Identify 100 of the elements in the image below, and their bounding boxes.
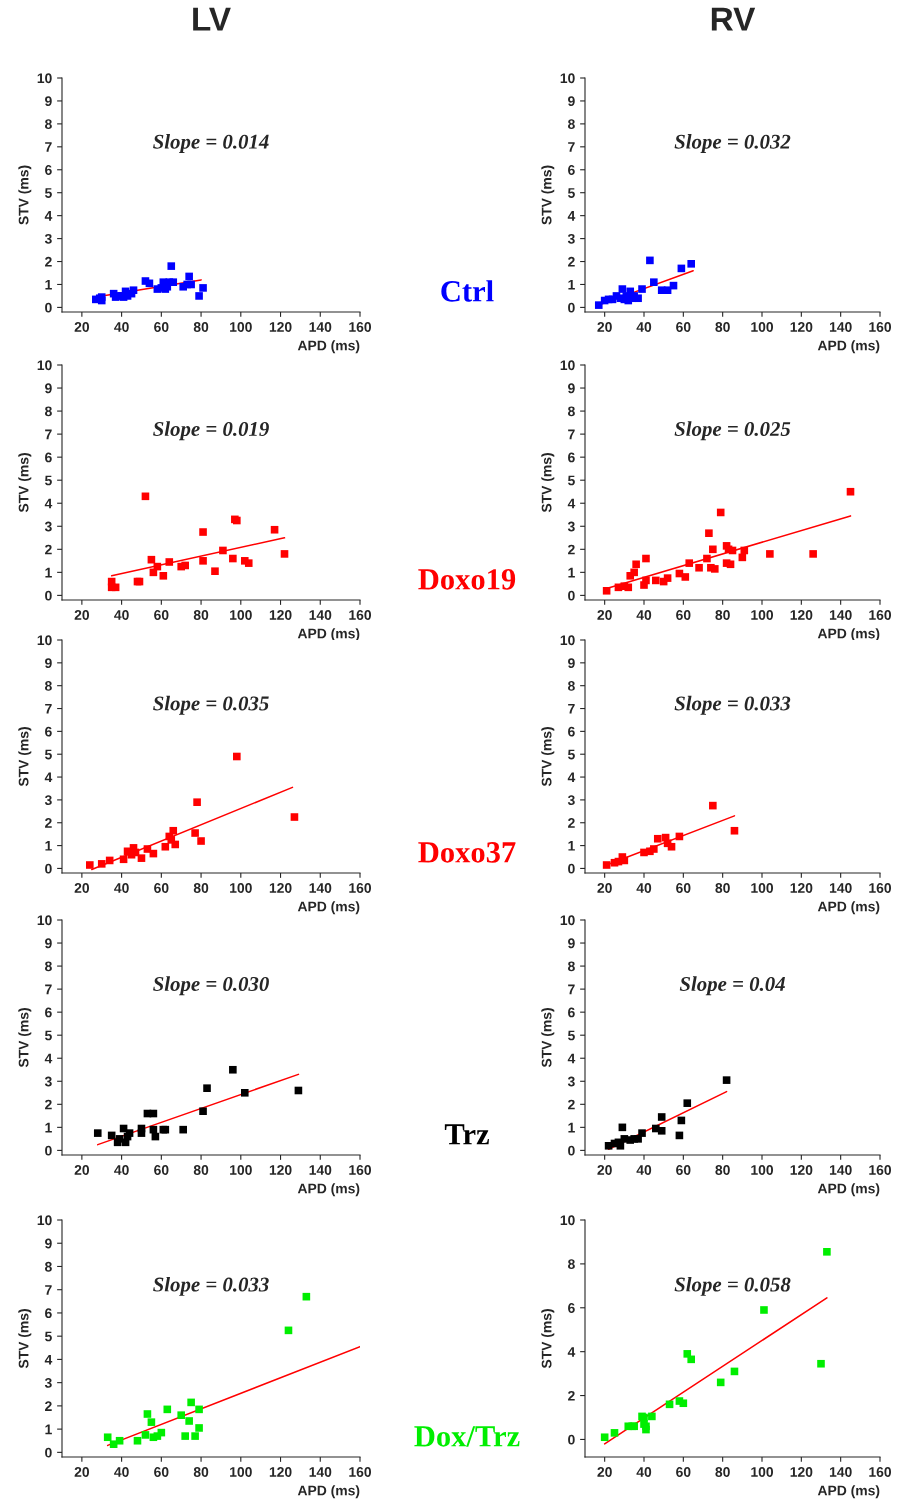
x-tick-label: 60 [676,322,691,332]
y-axis-title: STV (ms) [541,1309,555,1369]
x-tick-label: 40 [114,1165,129,1175]
y-tick-label: 6 [568,452,575,463]
x-tick-label: 140 [309,883,332,893]
y-tick-label: 6 [45,452,52,463]
y-tick-label: 5 [567,188,575,198]
x-tick-label: 40 [114,883,129,893]
y-tick-label: 9 [568,383,575,394]
y-tick-label: 10 [560,360,575,371]
x-tick-label: 160 [869,322,892,332]
x-tick-label: 40 [114,322,129,332]
y-axis-title: STV (ms) [541,1008,555,1068]
y-tick-label: 3 [44,233,52,244]
text: Dox/Trz [414,1426,520,1447]
y-tick-label: 6 [568,1007,575,1018]
y-tick-label: 1 [568,841,575,851]
x-tick-label: 80 [193,322,209,332]
y-tick-label: 0 [45,590,52,601]
x-tick-label: 40 [636,610,652,620]
x-tick-label: 160 [349,1467,372,1477]
y-tick-label: 7 [45,1285,52,1295]
y-tick-label: 4 [567,1347,576,1357]
y-axis-title: STV (ms) [18,165,32,225]
text: Ctrl [441,280,494,302]
y-tick-label: 1 [568,279,575,290]
y-tick-label: 4 [44,1354,53,1365]
x-tick-label: 20 [597,610,612,620]
y-tick-label: 6 [568,726,575,737]
y-axis-title: STV (ms) [18,1008,32,1068]
x-tick-label: 80 [193,610,209,620]
x-axis-title: APD (ms) [817,1485,880,1499]
y-tick-label: 2 [568,544,575,555]
annotation: Slope = 0.019 [153,421,269,441]
x-tick-label: 140 [309,1467,332,1477]
y-tick-label: 5 [44,1030,52,1041]
text: Doxo37 [418,842,516,863]
y-tick-label: 5 [44,475,52,486]
y-tick-label: 6 [45,1007,52,1018]
y-tick-label: 10 [560,915,575,926]
y-axis-title: STV (ms) [541,165,555,225]
y-tick-label: 3 [44,1377,52,1388]
y-tick-label: 10 [560,73,575,84]
y-tick-label: 0 [45,302,52,313]
y-tick-label: 9 [45,658,52,669]
y-tick-label: 9 [45,383,52,394]
x-tick-label: 60 [154,610,169,620]
x-tick-label: 120 [790,610,813,620]
x-tick-label: 40 [114,610,129,620]
y-tick-label: 3 [567,521,575,532]
x-tick-label: 20 [597,1165,612,1175]
x-tick-label: 140 [829,1165,852,1175]
x-tick-label: 40 [636,1165,652,1175]
x-tick-label: 160 [349,1165,372,1175]
y-tick-label: 7 [45,704,52,714]
x-axis-title: APD (ms) [817,628,880,642]
x-tick-label: 100 [751,1165,774,1175]
x-tick-label: 100 [751,322,774,332]
x-tick-label: 20 [597,883,612,893]
text: Trz [444,1124,489,1145]
y-axis-title: STV (ms) [541,727,555,787]
annotation: Slope = 0.030 [153,976,269,996]
x-tick-label: 140 [829,610,852,620]
y-tick-label: 7 [45,984,52,995]
x-tick-label: 100 [230,322,252,332]
x-axis-title: APD (ms) [817,901,880,915]
y-tick-label: 6 [45,1308,52,1319]
y-tick-label: 2 [45,1099,52,1110]
y-tick-label: 2 [45,1401,52,1411]
annotation: Slope = 0.04 [679,976,785,996]
x-tick-label: 20 [74,1467,90,1477]
y-tick-label: 1 [568,1122,575,1133]
x-tick-label: 60 [676,610,691,620]
x-tick-label: 120 [269,322,292,332]
x-tick-label: 140 [309,610,332,620]
x-tick-label: 160 [869,610,892,620]
y-tick-label: 8 [44,1261,52,1272]
y-tick-label: 4 [44,1053,53,1064]
x-tick-label: 60 [154,1165,169,1175]
x-tick-label: 80 [715,883,730,893]
y-tick-label: 10 [37,360,52,371]
y-tick-label: 9 [568,96,575,107]
y-tick-label: 1 [45,1424,52,1435]
y-tick-label: 4 [567,498,576,509]
x-tick-label: 20 [74,322,90,332]
x-tick-label: 100 [751,610,774,620]
annotation: Slope = 0.058 [674,1276,791,1296]
x-tick-label: 60 [676,883,691,893]
x-tick-label: 120 [269,883,292,893]
x-tick-label: 80 [193,1467,209,1477]
y-tick-label: 10 [37,73,52,84]
x-tick-label: 160 [869,883,892,893]
y-tick-label: 9 [568,658,575,669]
x-tick-label: 120 [269,610,292,620]
y-tick-label: 10 [560,635,575,646]
annotation: Slope = 0.032 [674,134,791,153]
x-tick-label: 20 [74,883,90,893]
x-axis-title: APD (ms) [297,340,360,354]
annotation: Slope = 0.033 [674,695,791,715]
x-tick-label: 100 [230,610,252,620]
